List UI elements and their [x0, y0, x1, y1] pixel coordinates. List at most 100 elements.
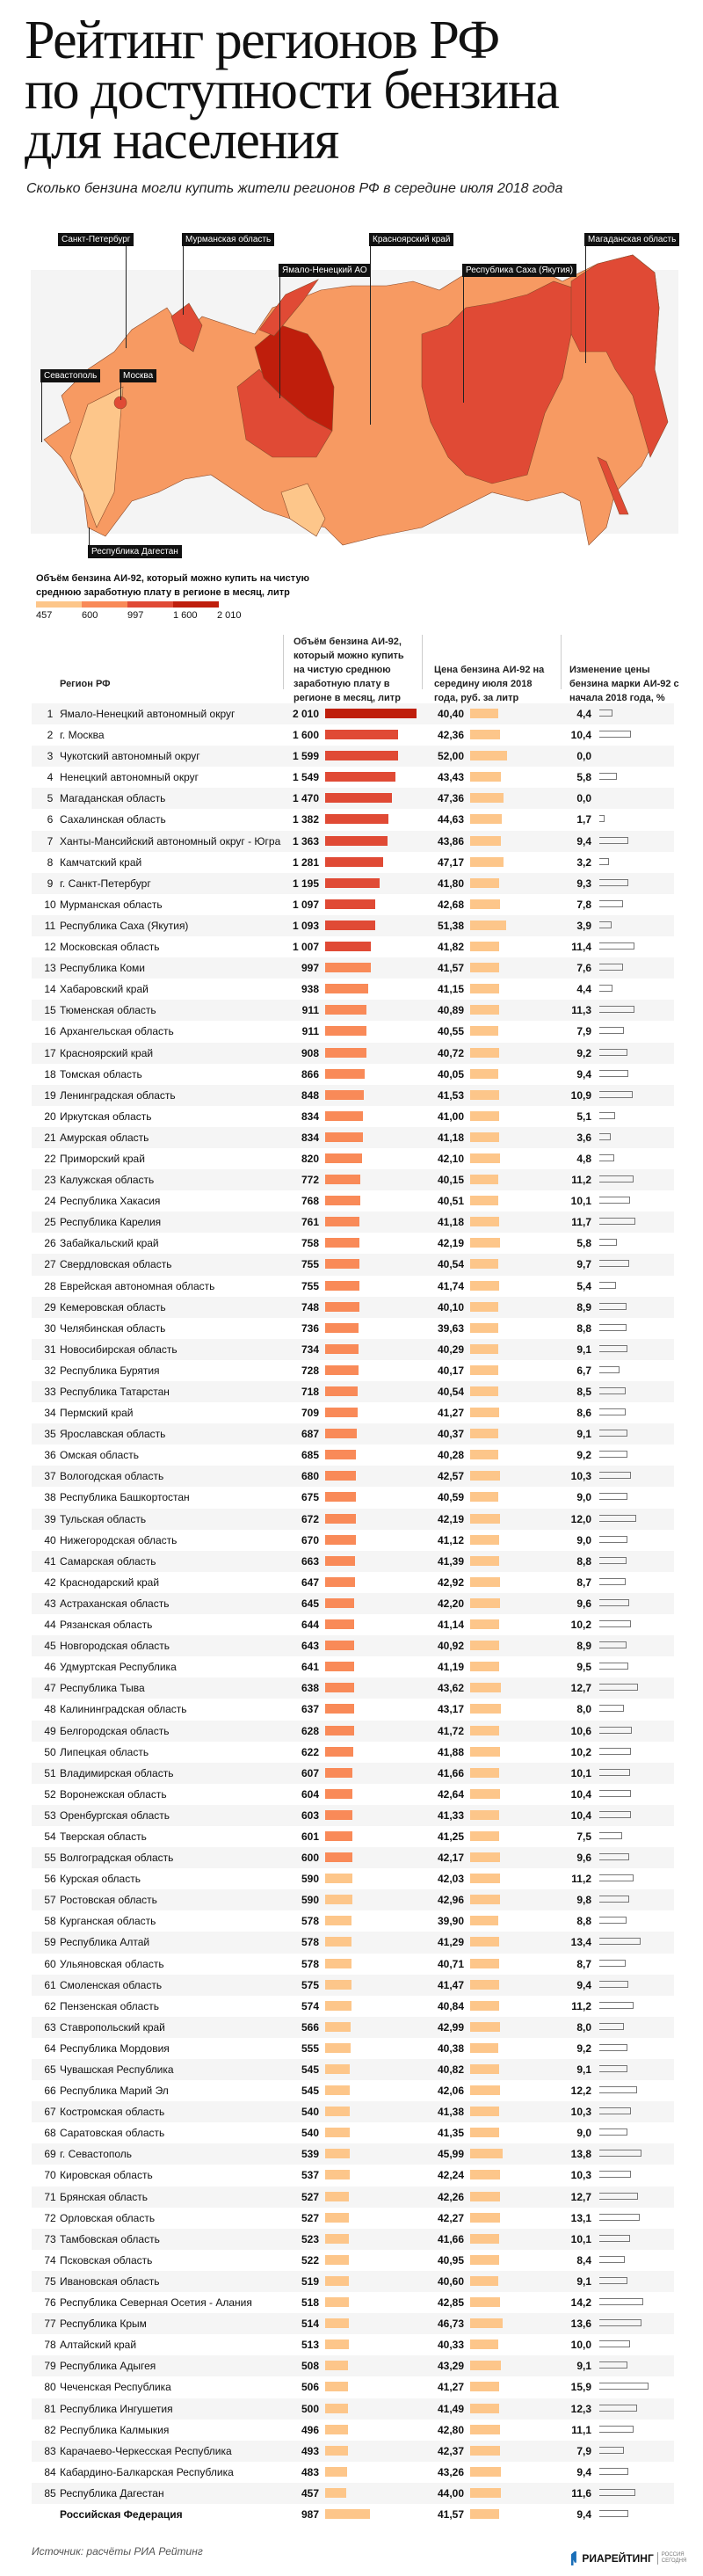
price-value: 41,27	[437, 2381, 464, 2394]
title-line: для населения	[25, 111, 339, 171]
region-name: Архангельская область	[60, 1025, 174, 1038]
price-value: 41,25	[437, 1830, 464, 1843]
volume-bar	[325, 751, 398, 761]
volume-bar	[325, 1895, 352, 1905]
table-row: 51 Владимирская область 607 41,66 10,1	[32, 1762, 674, 1784]
price-value: 40,15	[437, 1174, 464, 1187]
region-name: Калининградская область	[60, 1703, 187, 1716]
region-name: Приморский край	[60, 1152, 145, 1165]
price-bar	[470, 2361, 501, 2371]
rank: 56	[44, 1873, 56, 1886]
price-value: 40,60	[437, 2274, 464, 2288]
volume-value: 820	[301, 1152, 319, 1165]
change-bar	[599, 1663, 629, 1670]
map-label-magadan: Магаданская область	[584, 233, 680, 246]
rank: 53	[44, 1808, 56, 1822]
price-bar	[470, 1725, 500, 1736]
region-name: Республика Адыгея	[60, 2360, 156, 2373]
change-value: 9,1	[576, 1428, 591, 1441]
price-bar	[470, 2000, 499, 2011]
change-value: 4,4	[576, 708, 591, 720]
region-name: г. Севастополь	[60, 2148, 133, 2161]
price-value: 40,37	[437, 1428, 464, 1441]
change-bar	[599, 1980, 628, 1988]
price-bar	[470, 2340, 499, 2350]
change-value: 13,4	[570, 1936, 591, 1949]
volume-bar	[325, 1343, 359, 1354]
change-value: 13,8	[570, 2148, 591, 2161]
legend-swatch	[127, 601, 173, 608]
change-value: 11,3	[571, 1004, 591, 1017]
volume-bar	[325, 1005, 367, 1015]
ria-rating-logo: РИАРЕЙТИНГ РОССИЯ СЕГОДНЯ	[571, 2551, 703, 2565]
volume-bar	[325, 1555, 356, 1566]
change-value: 9,4	[576, 2507, 591, 2521]
change-bar	[599, 1831, 623, 1839]
volume-value: 772	[301, 1174, 319, 1187]
price-bar	[470, 1471, 501, 1481]
volume-bar	[325, 2340, 349, 2350]
price-bar	[470, 2382, 500, 2392]
rank: 18	[44, 1067, 56, 1081]
volume-bar	[325, 1217, 360, 1227]
change-bar	[599, 1323, 627, 1331]
table-row: 23 Калужская область 772 40,15 11,2	[32, 1169, 674, 1191]
table-row: 36 Омская область 685 40,28 9,2	[32, 1444, 674, 1466]
price-value: 42,68	[437, 898, 464, 911]
volume-value: 645	[301, 1597, 319, 1610]
rank: 47	[44, 1682, 56, 1695]
price-bar	[470, 1534, 499, 1545]
volume-bar	[325, 1619, 355, 1630]
price-value: 40,55	[437, 1025, 464, 1038]
column-header-price: Цена бензина АИ-92 на середину июля 2018…	[434, 665, 545, 703]
change-value: 10,2	[570, 1619, 591, 1632]
change-value: 9,2	[576, 2041, 591, 2055]
change-bar	[599, 1090, 634, 1098]
region-name: Волгоградская область	[60, 1852, 174, 1865]
volume-value: 834	[301, 1131, 319, 1144]
price-bar	[470, 1408, 500, 1418]
price-value: 42,03	[437, 1873, 464, 1886]
change-bar	[599, 2509, 628, 2517]
price-value: 40,05	[437, 1067, 464, 1081]
change-bar	[599, 1535, 627, 1543]
legend-tick: 2 010	[217, 610, 242, 621]
volume-value: 590	[301, 1894, 319, 1907]
volume-value: 540	[301, 2106, 319, 2119]
change-bar	[599, 1789, 632, 1797]
map-svg	[31, 254, 678, 546]
rank: 3	[47, 750, 54, 763]
table-row: 75 Ивановская область 519 40,60 9,1	[32, 2270, 674, 2293]
price-bar	[470, 2212, 500, 2223]
price-bar	[470, 1619, 499, 1630]
change-value: 7,8	[576, 898, 591, 911]
rank: 85	[44, 2486, 56, 2500]
volume-bar	[325, 2170, 350, 2180]
change-value: 9,2	[576, 1449, 591, 1462]
region-name: Удмуртская Республика	[60, 1661, 177, 1674]
region-name: Омская область	[60, 1449, 140, 1462]
price-bar	[470, 2318, 504, 2329]
price-value: 43,43	[437, 771, 464, 784]
region-name: Ярославская область	[60, 1428, 166, 1441]
leader-line	[89, 528, 90, 547]
map-label-sevastopol: Севастополь	[40, 369, 101, 382]
table-row: 37 Вологодская область 680 42,57 10,3	[32, 1466, 674, 1488]
change-value: 9,1	[576, 2360, 591, 2373]
table-row: 59 Республика Алтай 578 41,29 13,4	[32, 1932, 674, 1954]
volume-bar	[325, 1280, 360, 1291]
volume-value: 590	[301, 1873, 319, 1886]
price-bar	[470, 793, 504, 804]
region-name: Республика Алтай	[60, 1936, 150, 1949]
volume-value: 643	[301, 1640, 319, 1653]
change-value: 9,3	[576, 877, 591, 890]
volume-value: 848	[301, 1088, 319, 1102]
rank: 70	[44, 2169, 56, 2182]
table-row: 32 Республика Бурятия 728 40,17 6,7	[32, 1360, 674, 1381]
region-name: Ханты-Мансийский автономный округ - Югра	[60, 834, 281, 848]
region-name: Кемеровская область	[60, 1300, 166, 1313]
volume-value: 866	[301, 1067, 319, 1081]
price-value: 41,19	[437, 1661, 464, 1674]
volume-value: 709	[301, 1407, 319, 1420]
rank: 68	[44, 2127, 56, 2140]
